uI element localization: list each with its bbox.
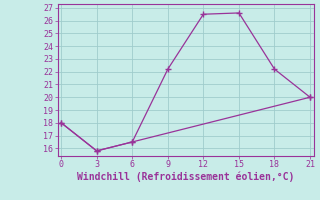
X-axis label: Windchill (Refroidissement éolien,°C): Windchill (Refroidissement éolien,°C) [77,172,294,182]
